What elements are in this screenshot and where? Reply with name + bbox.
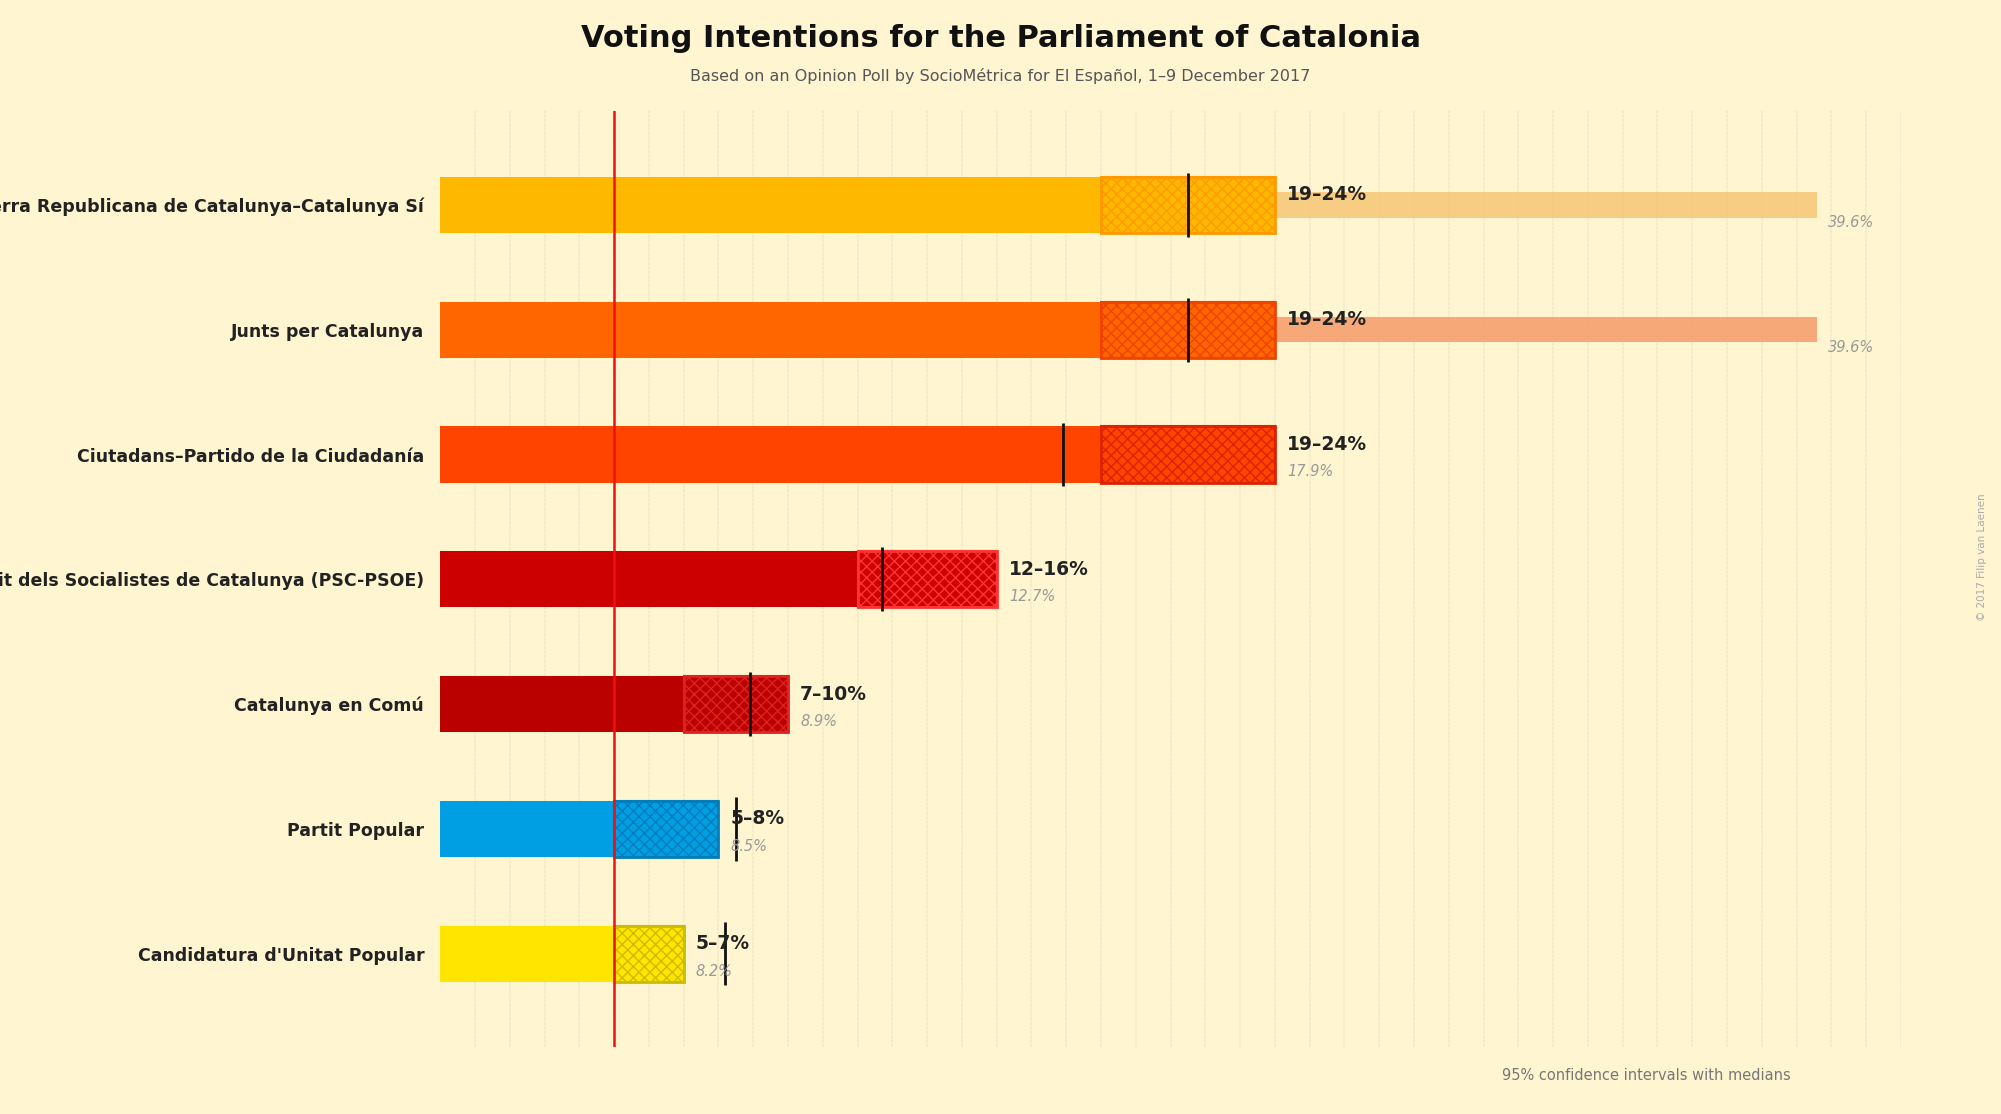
Bar [440,676,684,732]
Text: 19–24%: 19–24% [1287,436,1367,455]
Text: 19–24%: 19–24% [1287,311,1367,330]
Bar [614,801,718,857]
Bar [614,926,684,981]
Bar [440,427,1101,482]
Bar [440,317,1817,342]
Bar [440,926,614,981]
Bar [858,551,996,607]
Bar [614,801,718,857]
Text: 17.9%: 17.9% [1287,465,1333,479]
Bar [440,567,996,592]
Text: Voting Intentions for the Parliament of Catalonia: Voting Intentions for the Parliament of … [580,25,1421,53]
Bar [440,551,858,607]
Text: 12–16%: 12–16% [1009,560,1089,579]
Bar [858,551,996,607]
Bar [440,302,1101,358]
Text: 8.9%: 8.9% [800,714,836,729]
Bar [1101,427,1275,482]
Text: 5–8%: 5–8% [730,810,784,829]
Bar [614,926,684,981]
Bar [858,551,996,607]
Text: 8.2%: 8.2% [696,964,732,978]
Bar [1101,177,1275,233]
Bar [440,817,718,841]
Text: 5–7%: 5–7% [696,935,750,954]
Bar [440,193,1817,217]
Bar [1101,427,1275,482]
Bar [614,926,684,981]
Text: 39.6%: 39.6% [1827,340,1875,354]
Bar [440,692,788,716]
Text: © 2017 Filip van Laenen: © 2017 Filip van Laenen [1977,494,1987,620]
Text: 7–10%: 7–10% [800,685,866,704]
Bar [1101,302,1275,358]
Bar [614,801,718,857]
Bar [440,442,1275,467]
Bar [684,676,788,732]
Text: 12.7%: 12.7% [1009,589,1055,604]
Text: 95% confidence intervals with medians: 95% confidence intervals with medians [1503,1067,1791,1083]
Bar [684,676,788,732]
Text: 8.5%: 8.5% [730,839,768,853]
Bar [1101,302,1275,358]
Bar [440,941,684,966]
Bar [440,177,1101,233]
Bar [1101,177,1275,233]
Text: 19–24%: 19–24% [1287,186,1367,205]
Bar [1101,302,1275,358]
Bar [1101,177,1275,233]
Bar [1101,427,1275,482]
Bar [440,801,614,857]
Text: 39.6%: 39.6% [1827,215,1875,229]
Bar [684,676,788,732]
Text: Based on an Opinion Poll by SocioMétrica for El Español, 1–9 December 2017: Based on an Opinion Poll by SocioMétrica… [690,68,1311,84]
